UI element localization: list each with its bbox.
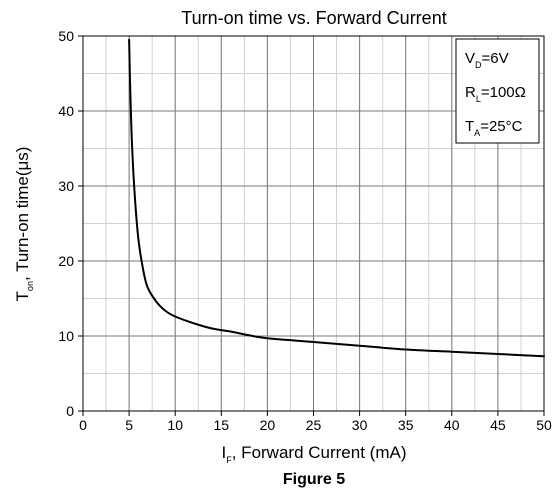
x-tick-label: 40 <box>444 417 460 433</box>
y-tick-labels: 0 10 20 30 40 50 <box>58 28 83 419</box>
x-tick-label: 25 <box>306 417 322 433</box>
x-tick-label: 15 <box>214 417 230 433</box>
x-tick-labels: 0 5 10 15 20 25 30 35 40 45 50 <box>79 411 552 433</box>
y-tick-label: 20 <box>58 253 74 269</box>
y-axis-label: Ton, Turn-on time(μs) <box>13 147 35 302</box>
x-tick-label: 20 <box>260 417 276 433</box>
conditions-box-frame <box>455 38 540 144</box>
conditions-box: VD=6V RL=100Ω TA=25°C <box>455 38 540 144</box>
condition-rl: RL=100Ω <box>465 84 526 104</box>
y-tick-label: 10 <box>58 328 74 344</box>
condition-ta: TA=25°C <box>465 118 523 138</box>
x-tick-label: 50 <box>536 417 552 433</box>
figure-caption: Figure 5 <box>283 471 345 488</box>
chart-title: Turn-on time vs. Forward Current <box>181 8 446 28</box>
y-tick-label: 30 <box>58 178 74 194</box>
x-axis-label: IF, Forward Current (mA) <box>222 443 407 465</box>
x-tick-label: 30 <box>352 417 368 433</box>
x-tick-label: 45 <box>490 417 506 433</box>
turn-on-time-curve <box>128 38 545 358</box>
condition-vd: VD=6V <box>465 50 509 70</box>
y-tick-label: 0 <box>66 403 74 419</box>
series-layer <box>128 38 545 358</box>
y-tick-label: 50 <box>58 28 74 44</box>
x-tick-label: 10 <box>167 417 183 433</box>
x-tick-label: 35 <box>398 417 414 433</box>
x-tick-label: 0 <box>79 417 87 433</box>
y-tick-label: 40 <box>58 103 74 119</box>
x-tick-label: 5 <box>125 417 133 433</box>
